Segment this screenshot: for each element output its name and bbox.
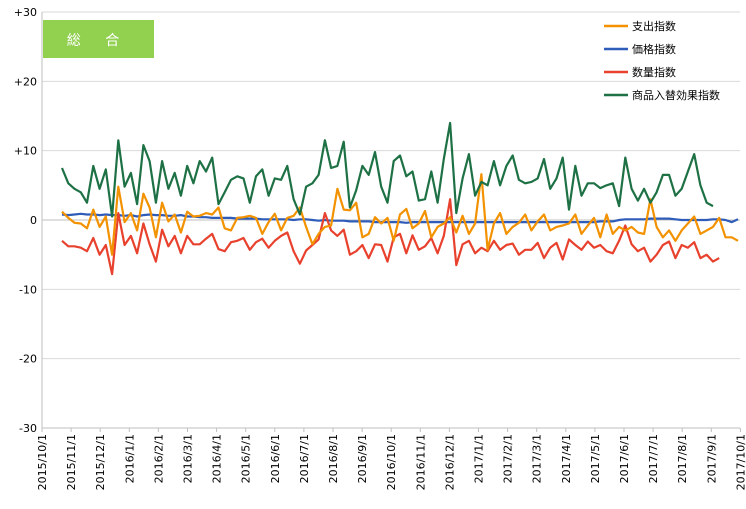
x-tick-label: 2016/7/1 [298,434,311,483]
x-tick-label: 2017/7/1 [647,434,660,483]
series-lines [60,121,739,276]
y-tick-label: +30 [14,6,37,19]
x-tick-label: 2016/4/1 [211,434,224,483]
x-tick-label: 2017/8/1 [676,434,689,483]
legend-label: 数量指数 [632,65,676,79]
x-tick-label: 2016/9/1 [356,434,369,483]
series-line [61,198,720,276]
x-tick-label: 2016/1/1 [123,434,136,483]
legend-label: 商品入替効果指数 [632,88,720,102]
y-tick-label: 0 [30,214,37,227]
x-tick-label: 2016/10/1 [385,434,398,490]
x-tick-label: 2017/3/1 [531,434,544,483]
y-tick-label: -30 [19,422,37,435]
x-tick-label: 2016/5/1 [240,434,253,483]
x-tick-label: 2015/11/1 [65,434,78,490]
x-tick-label: 2016/2/1 [152,434,165,483]
legend-label: 支出指数 [632,19,676,33]
x-tick-label: 2017/10/1 [734,434,746,490]
x-tick-label: 2016/12/1 [443,434,456,490]
y-tick-label: -20 [19,353,37,366]
x-tick-label: 2016/11/1 [414,434,427,490]
x-tick-label: 2016/8/1 [327,434,340,483]
y-tick-label: +10 [14,145,37,158]
x-tick-label: 2017/1/1 [473,434,486,483]
badge-label: 総 合 [67,33,129,49]
x-tick-label: 2017/4/1 [560,434,573,483]
y-tick-label: +20 [14,75,37,88]
badge-box [43,20,154,58]
x-tick-label: 2017/6/1 [618,434,631,483]
x-tick-label: 2017/9/1 [705,434,718,483]
series-line [60,121,714,218]
x-tick-label: 2017/5/1 [589,434,602,483]
y-axis: +30 +20 +10 0 -10 -20 -30 [14,6,43,435]
x-tick-label: 2016/3/1 [182,434,195,483]
x-tick-label: 2015/10/1 [36,434,49,490]
y-tick-label: -10 [19,283,37,296]
x-tick-label: 2015/12/1 [94,434,107,490]
legend-label: 価格指数 [632,42,676,56]
series-line [61,173,739,256]
x-axis: 2015/10/1 2015/11/1 2015/12/1 2016/1/1 2016/… [36,427,746,490]
x-tick-label: 2016/6/1 [269,434,282,483]
category-badge: 総 合 [43,20,154,58]
x-tick-label: 2017/2/1 [502,434,515,483]
